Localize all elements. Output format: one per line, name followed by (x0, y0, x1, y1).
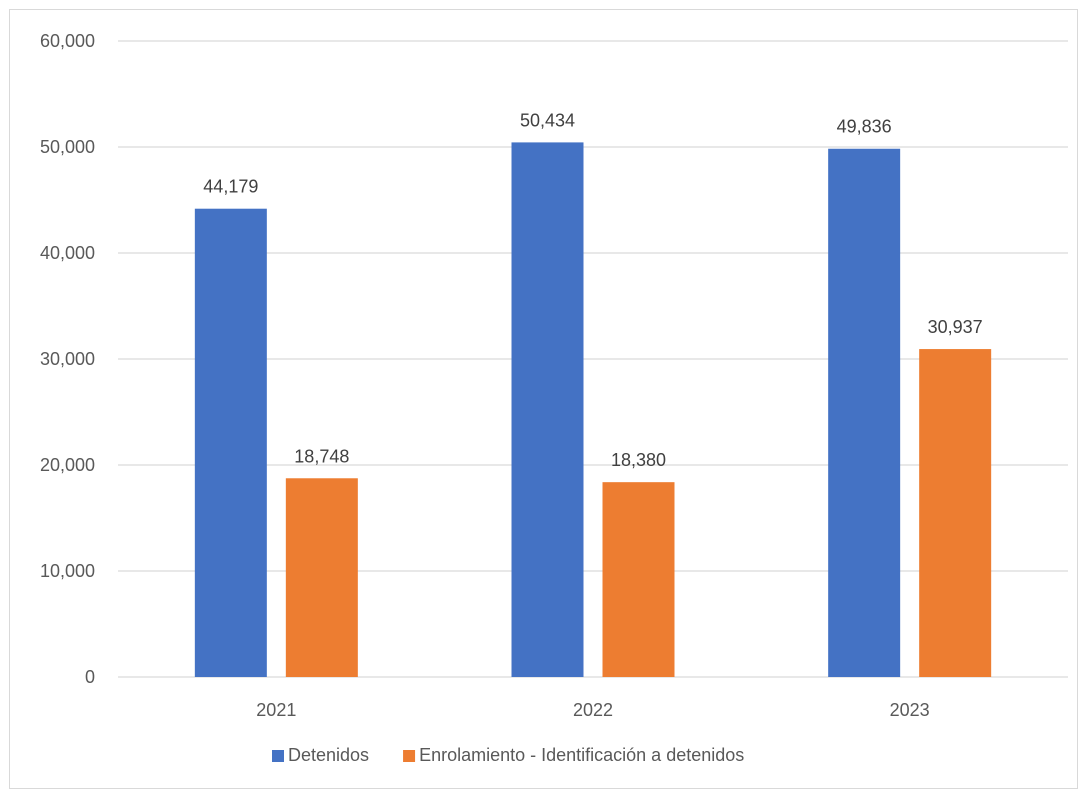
y-tick-label: 30,000 (40, 349, 95, 369)
bar-detenidos-2022 (511, 142, 584, 677)
y-tick-label: 10,000 (40, 561, 95, 581)
x-tick-label: 2023 (890, 700, 930, 720)
legend-label: Detenidos (288, 745, 369, 765)
y-tick-label: 0 (85, 667, 95, 687)
y-tick-label: 40,000 (40, 243, 95, 263)
legend: Detenidos Enrolamiento - Identificación a… (272, 745, 744, 765)
data-labels: 44,179 18,748 50,434 18,380 49,836 30,937 (203, 110, 982, 470)
y-axis: 0 10,000 20,000 30,000 40,000 50,000 60,000 (40, 31, 95, 687)
data-label: 18,380 (611, 450, 666, 470)
y-tick-label: 60,000 (40, 31, 95, 51)
data-label: 18,748 (294, 446, 349, 466)
bar-enrolamiento-2021 (285, 478, 358, 677)
x-tick-label: 2021 (256, 700, 296, 720)
legend-swatch (403, 750, 416, 762)
bar-detenidos-2021 (194, 208, 267, 677)
y-tick-label: 50,000 (40, 137, 95, 157)
bar-detenidos-2023 (828, 148, 901, 677)
y-tick-label: 20,000 (40, 455, 95, 475)
data-label: 30,937 (928, 317, 983, 337)
bar-enrolamiento-2023 (919, 349, 992, 677)
bar-enrolamiento-2022 (602, 482, 675, 677)
bars (194, 142, 992, 677)
data-label: 49,836 (837, 117, 892, 137)
legend-label: Enrolamiento - Identificación a detenido… (419, 745, 744, 765)
gridlines (118, 40, 1068, 678)
legend-swatch (272, 750, 284, 762)
data-label: 50,434 (520, 110, 575, 130)
x-axis: 2021 2022 2023 (256, 700, 929, 720)
x-tick-label: 2022 (573, 700, 613, 720)
data-label: 44,179 (203, 177, 258, 197)
